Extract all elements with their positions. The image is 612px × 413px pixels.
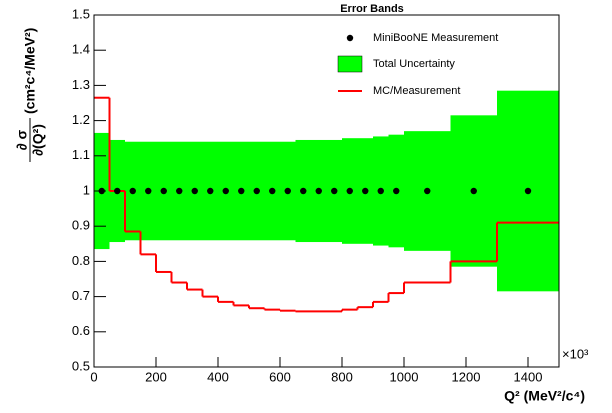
x-axis-label: Q² (MeV²/c⁴): [504, 388, 585, 404]
measurement-point: [393, 187, 400, 195]
x-tick-label: 1400: [514, 369, 543, 384]
measurement-point: [362, 187, 369, 195]
chart-title: Error Bands: [340, 3, 404, 15]
y-tick-label: 1.5: [72, 6, 90, 21]
x-tick-label: 1000: [390, 369, 419, 384]
y-tick-label: 0.5: [72, 358, 90, 373]
legend-marker: [346, 34, 354, 42]
y-tick-label: 0.6: [72, 323, 90, 338]
y-tick-label: 0.9: [72, 218, 90, 233]
measurement-point: [253, 187, 260, 195]
measurement-point: [191, 187, 198, 195]
x-tick-label: 400: [207, 369, 229, 384]
y-axis-label: ∂ σ ∂(Q²) (cm²c⁴/MeV²): [14, 28, 46, 162]
measurement-point: [470, 187, 477, 195]
measurement-point: [269, 187, 276, 195]
measurement-point: [331, 187, 338, 195]
measurement-point: [145, 187, 152, 195]
y-label-numerator: ∂ σ: [14, 129, 30, 150]
measurement-point: [346, 187, 353, 195]
measurement-point: [284, 187, 291, 195]
measurement-point: [315, 187, 322, 195]
legend-label: MC/Measurement: [373, 85, 460, 97]
measurement-point: [222, 187, 229, 195]
measurement-point: [176, 187, 183, 195]
measurement-point: [238, 187, 245, 195]
y-tick-label: 1: [83, 182, 90, 197]
measurement-point: [160, 187, 167, 195]
measurement-point: [524, 187, 532, 195]
x-tick-label: 200: [145, 369, 167, 384]
measurement-point: [207, 187, 214, 195]
legend-label: Total Uncertainty: [373, 58, 455, 70]
legend-swatch: [337, 55, 363, 73]
x-tick-label: 1200: [452, 369, 481, 384]
y-tick-label: 1.1: [72, 147, 90, 162]
measurement-point: [377, 187, 384, 195]
y-label-units: (cm²c⁴/MeV²): [22, 28, 38, 114]
x-tick-label: 800: [331, 369, 353, 384]
measurement-point: [129, 187, 136, 195]
legend-label: MiniBooNE Measurement: [373, 32, 498, 44]
measurement-point: [114, 187, 121, 195]
measurement-point: [300, 187, 307, 195]
y-tick-label: 1.2: [72, 112, 90, 127]
x-tick-label: 0: [90, 369, 97, 384]
measurement-point: [424, 187, 431, 195]
x-tick-label: 600: [269, 369, 291, 384]
x-multiplier: ×10³: [562, 346, 589, 361]
y-tick-label: 1.4: [72, 42, 90, 57]
y-tick-label: 1.3: [72, 77, 90, 92]
y-tick-label: 0.7: [72, 288, 90, 303]
y-label-denominator: ∂(Q²): [30, 124, 46, 156]
y-tick-label: 0.8: [72, 253, 90, 268]
